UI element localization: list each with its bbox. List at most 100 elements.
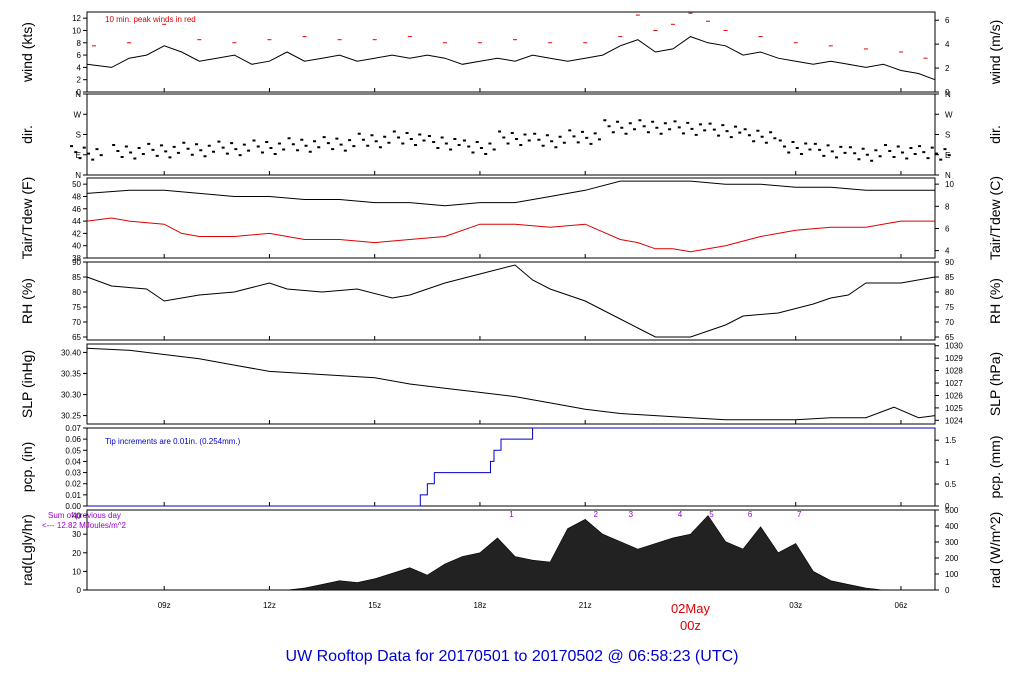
dir-point <box>401 142 405 145</box>
dir-point <box>756 129 760 132</box>
right-tick-label: 0 <box>945 502 950 511</box>
panel-pcp: pcp. (in) pcp. (mm) 0.00 0.01 0.02 0.03 0.04 0.… <box>19 424 1003 511</box>
x-tick-label-21z: 21z <box>579 601 592 610</box>
right-axis-label: Tair/Tdew (C) <box>987 176 1003 260</box>
dir-point <box>729 136 733 139</box>
right-tick-label: 10 <box>945 180 954 189</box>
right-tick-label: 70 <box>945 318 954 327</box>
dir-point <box>265 141 269 143</box>
left-tick-label: 40 <box>72 242 81 251</box>
dir-point <box>217 140 221 143</box>
dir-point <box>436 147 440 149</box>
dir-point <box>70 145 74 148</box>
right-tick-label: 90 <box>945 258 954 267</box>
right-tick-label: 1027 <box>945 379 963 388</box>
right-tick-label: 1028 <box>945 367 963 376</box>
dir-point <box>585 136 589 139</box>
wind-line <box>86 36 936 81</box>
dir-point <box>884 144 888 146</box>
dir-point <box>99 154 103 157</box>
dir-point <box>326 142 330 145</box>
right-tick-label: W <box>945 110 953 119</box>
dir-point <box>133 157 137 160</box>
dir-point <box>655 126 659 129</box>
left-tick-label: 10 <box>72 567 81 576</box>
dir-point <box>203 155 207 158</box>
dir-point <box>498 130 502 133</box>
dir-point <box>176 151 180 154</box>
dir-point <box>603 119 607 122</box>
rad-marker-3: 3 <box>629 510 634 519</box>
dir-point <box>471 151 475 154</box>
dir-point <box>813 142 817 145</box>
x-tick-label-09z: 09z <box>158 601 171 610</box>
dir-point <box>422 139 426 142</box>
dir-point <box>778 139 782 142</box>
dir-point <box>861 147 865 150</box>
dir-point <box>853 152 857 155</box>
rad-marker-4: 4 <box>678 510 683 519</box>
dir-point <box>568 129 572 132</box>
dir-point <box>479 147 483 149</box>
right-tick-label: 6 <box>945 224 950 233</box>
rad-marker-2: 2 <box>594 510 599 519</box>
dir-point <box>87 152 90 155</box>
dir-point <box>186 147 190 150</box>
x-tick-label-15z: 15z <box>368 601 381 610</box>
dir-point <box>296 149 300 152</box>
dir-point <box>694 133 698 136</box>
x-tick-label-18z: 18z <box>473 601 486 610</box>
dir-point <box>633 128 637 131</box>
left-tick-label: 38 <box>72 254 81 263</box>
dir-point <box>374 140 378 143</box>
dir-point <box>247 149 251 152</box>
panel-rh: RH (%) RH (%) 65 70 75 80 85 90 65 70 75 80 85 90 <box>19 258 1003 342</box>
dir-point <box>791 141 795 143</box>
dir-point <box>168 156 172 159</box>
dir-point <box>668 128 672 131</box>
dir-point <box>638 119 642 122</box>
right-tick-label: 80 <box>945 288 954 297</box>
right-axis-label: pcp. (mm) <box>987 436 1003 499</box>
dir-point <box>418 133 422 136</box>
right-tick-label: 300 <box>945 538 959 547</box>
dir-point <box>787 151 791 154</box>
dir-point <box>221 146 225 149</box>
dir-point <box>124 145 128 148</box>
dir-point <box>909 147 913 149</box>
right-tick-label: 1025 <box>945 404 963 413</box>
left-tick-label: 46 <box>72 205 81 214</box>
dir-point <box>211 150 215 153</box>
right-axis-label: SLP (hPa) <box>987 352 1003 416</box>
dir-point <box>308 150 312 153</box>
dir-point <box>677 126 681 129</box>
dir-point <box>843 151 847 154</box>
dir-point <box>874 149 878 152</box>
dir-point <box>397 136 401 139</box>
dir-point <box>137 147 141 149</box>
left-tick-label: 20 <box>72 549 81 558</box>
dir-point <box>896 145 900 148</box>
dir-point <box>721 124 725 127</box>
left-tick-label: 0.02 <box>65 480 81 489</box>
pcp-annotation: Tip increments are 0.01in. (0.254mm.) <box>105 437 241 446</box>
dir-point <box>747 134 751 137</box>
left-tick-label: 30 <box>72 530 81 539</box>
dir-point <box>510 132 514 134</box>
right-tick-label: N <box>945 171 951 180</box>
dir-point <box>826 144 830 147</box>
right-tick-label: 500 <box>945 506 959 515</box>
dir-point <box>616 120 620 123</box>
dir-point <box>519 144 523 146</box>
left-tick-label: 30.25 <box>61 412 82 421</box>
left-axis-label: RH (%) <box>19 278 35 324</box>
dir-point <box>475 141 479 143</box>
dir-point <box>905 157 909 160</box>
left-axis-label: pcp. (in) <box>19 442 35 493</box>
dir-point <box>799 153 803 155</box>
right-tick-label: 1029 <box>945 354 963 363</box>
right-tick-label: 100 <box>945 570 959 579</box>
dir-point <box>769 131 773 134</box>
dir-point <box>870 159 874 162</box>
date-label-time: 00z <box>680 618 701 633</box>
